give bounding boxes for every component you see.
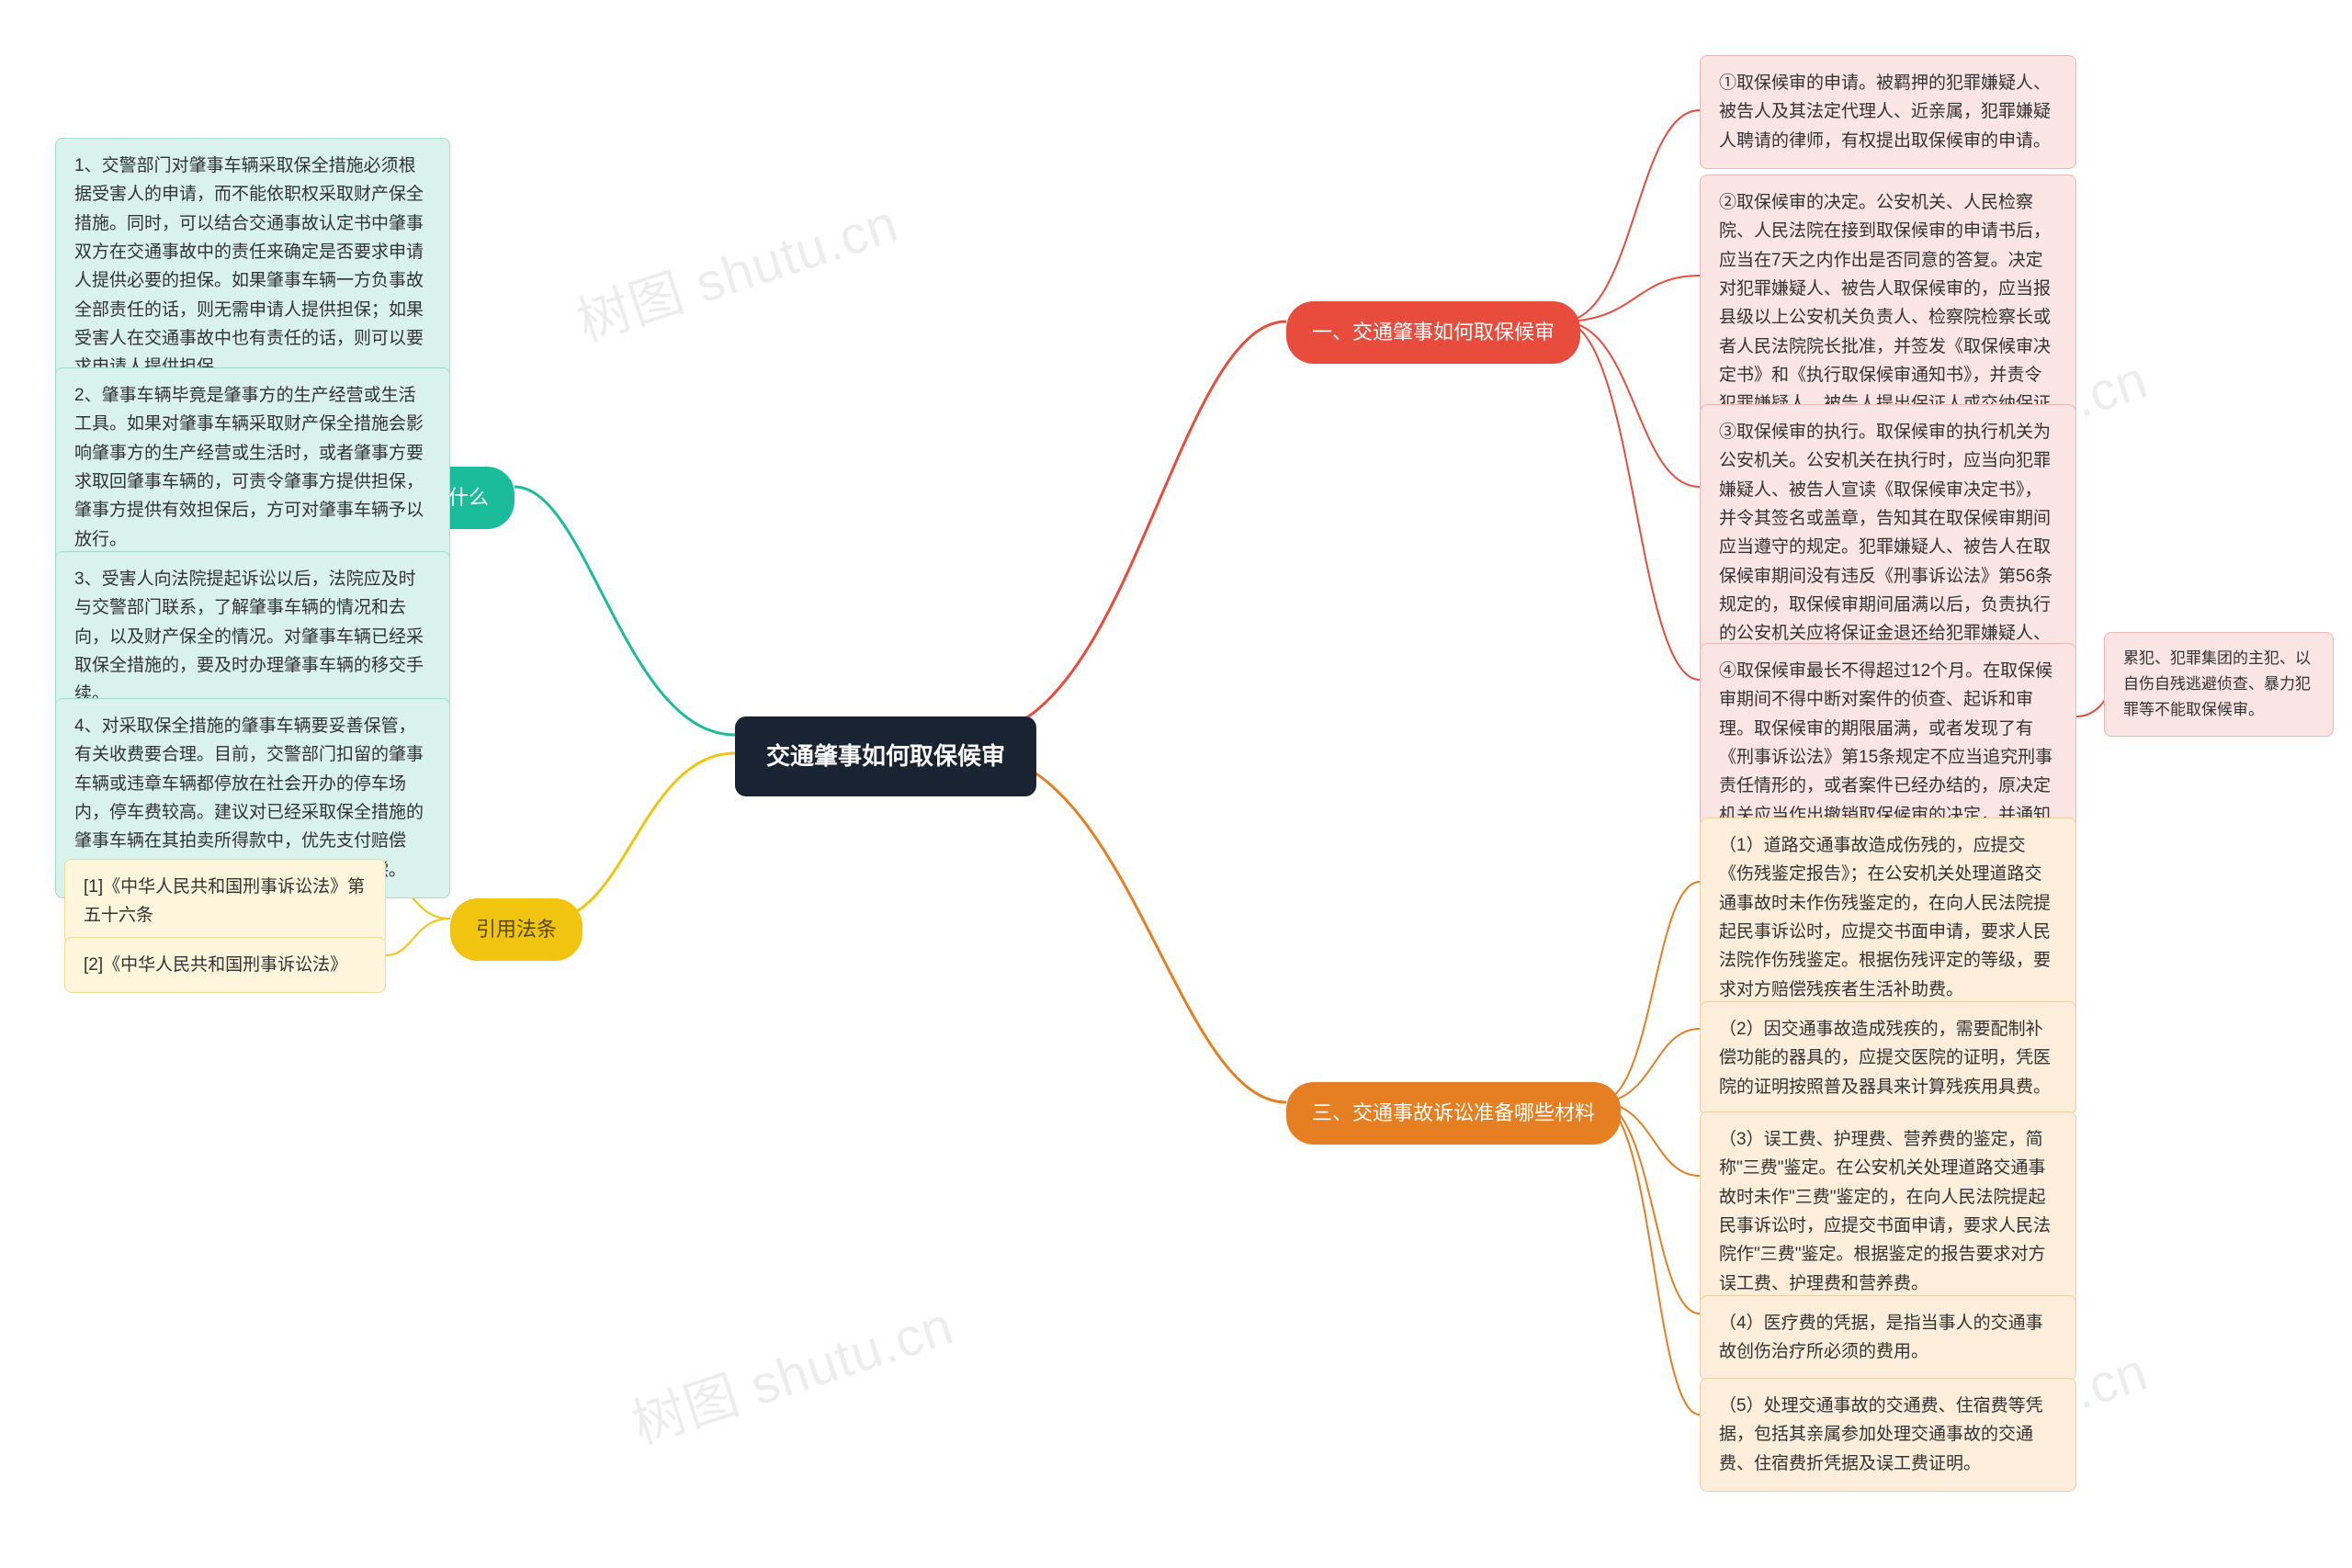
branch-2-leaf-3[interactable]: 3、受害人向法院提起诉讼以后，法院应及时与交警部门联系，了解肇事车辆的情况和去向… <box>55 551 450 723</box>
branch-1-subleaf[interactable]: 累犯、犯罪集团的主犯、以自伤自残逃避侦查、暴力犯罪等不能取保候审。 <box>2104 632 2334 737</box>
branch-2-leaf-2[interactable]: 2、肇事车辆毕竟是肇事方的生产经营或生活工具。如果对肇事车辆采取财产保全措施会影… <box>55 367 450 568</box>
branch-3[interactable]: 三、交通事故诉讼准备哪些材料 <box>1286 1082 1621 1145</box>
branch-4-leaf-1[interactable]: [1]《中华人民共和国刑事诉讼法》第五十六条 <box>64 859 386 944</box>
branch-3-leaf-2[interactable]: （2）因交通事故造成残疾的，需要配制补偿功能的器具的，应提交医院的证明，凭医院的… <box>1700 1001 2076 1115</box>
branch-2-leaf-1[interactable]: 1、交警部门对肇事车辆采取保全措施必须根据受害人的申请，而不能依职权采取财产保全… <box>55 138 450 396</box>
branch-1-leaf-1[interactable]: ①取保候审的申请。被羁押的犯罪嫌疑人、被告人及其法定代理人、近亲属，犯罪嫌疑人聘… <box>1700 55 2076 169</box>
watermark: 树图 shutu.cn <box>566 180 907 356</box>
center-node[interactable]: 交通肇事如何取保候审 <box>735 716 1036 796</box>
branch-3-leaf-3[interactable]: （3）误工费、护理费、营养费的鉴定，简称"三费"鉴定。在公安机关处理道路交通事故… <box>1700 1111 2076 1312</box>
watermark: 树图 shutu.cn <box>621 1282 962 1459</box>
branch-3-leaf-5[interactable]: （5）处理交通事故的交通费、住宿费等凭据，包括其亲属参加处理交通事故的交通费、住… <box>1700 1378 2076 1492</box>
branch-1[interactable]: 一、交通肇事如何取保候审 <box>1286 301 1580 364</box>
branch-3-leaf-1[interactable]: （1）道路交通事故造成伤残的，应提交《伤残鉴定报告》；在公安机关处理道路交通事故… <box>1700 818 2076 1018</box>
branch-3-leaf-4[interactable]: （4）医疗费的凭据，是指当事人的交通事故创伤治疗所必须的费用。 <box>1700 1295 2076 1381</box>
branch-4-leaf-2[interactable]: [2]《中华人民共和国刑事诉讼法》 <box>64 937 386 993</box>
branch-4[interactable]: 引用法条 <box>450 898 582 961</box>
